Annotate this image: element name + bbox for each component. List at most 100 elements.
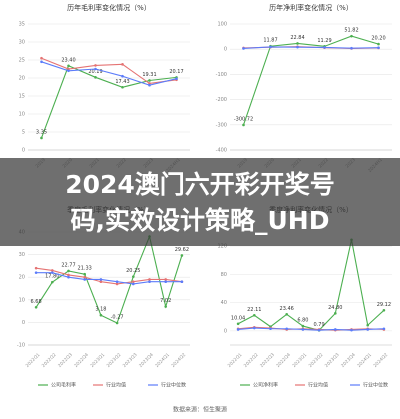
x-tick-label: 2022Q3: [57, 352, 74, 369]
point: [94, 76, 97, 79]
value-label: -0.27: [111, 315, 124, 321]
point: [253, 313, 256, 317]
point: [180, 280, 184, 284]
point: [366, 328, 370, 331]
point: [67, 273, 70, 277]
value-label: 29.62: [175, 247, 189, 253]
y-tick-label: -300: [216, 122, 227, 128]
value-label: 23.40: [61, 57, 75, 63]
value-label: 24.80: [328, 305, 342, 311]
y-tick-label: -100: [216, 72, 227, 78]
point: [67, 269, 70, 273]
point: [67, 67, 70, 71]
point: [51, 269, 54, 272]
point: [301, 324, 305, 328]
series-line: [237, 239, 385, 331]
point: [121, 63, 124, 66]
series-line: [41, 61, 177, 86]
y-tick-label: 80: [221, 272, 227, 278]
value-label: 17.80: [45, 274, 59, 280]
point: [323, 46, 326, 49]
value-label: 11.29: [317, 38, 331, 44]
value-label: 20.19: [88, 69, 102, 75]
point: [40, 136, 43, 140]
legend-label: 公司净利率: [253, 382, 278, 389]
point: [121, 85, 124, 89]
point: [242, 123, 245, 127]
x-tick-label: 2023Q1: [89, 352, 106, 369]
point: [34, 271, 38, 274]
y-tick-label: 30: [19, 252, 25, 258]
value-label: 3.35: [36, 129, 47, 135]
x-tick-label: 2024Q1: [154, 352, 171, 369]
y-tick-label: -200: [216, 97, 227, 103]
point: [148, 79, 151, 82]
chart-title: 历年净利率变化情况（%）: [269, 3, 353, 12]
value-label: 20.25: [126, 268, 140, 274]
point: [40, 56, 43, 60]
point: [99, 313, 103, 317]
y-tick-label: 40: [221, 300, 227, 306]
point: [132, 280, 135, 284]
point: [175, 77, 178, 81]
value-label: 0.79: [314, 322, 325, 328]
chart-title: 历年毛利率变化情况（%）: [67, 3, 151, 12]
point: [285, 313, 289, 316]
x-tick-label: 2023Q3: [324, 352, 341, 369]
value-label: 3.18: [95, 307, 106, 313]
x-tick-label: 2023Q4: [138, 352, 155, 369]
banner-background: [0, 158, 400, 246]
point: [148, 83, 151, 87]
x-tick-label: 2023Q2: [106, 352, 123, 369]
series-line: [243, 46, 379, 49]
y-tick-label: 35: [19, 22, 25, 28]
x-tick-label: 2023Q1: [291, 352, 308, 369]
x-tick-label: 2022Q4: [275, 352, 292, 369]
point: [94, 67, 97, 71]
x-tick-label: 2022Q3: [259, 352, 276, 369]
point: [269, 327, 272, 331]
legend-label: 行业均值: [308, 382, 328, 389]
series-line: [36, 267, 182, 285]
value-label: 22.11: [247, 307, 261, 313]
value-label: 10.04: [231, 315, 245, 321]
value-label: 23.46: [280, 306, 294, 312]
source: 数据来源：恒生聚源: [173, 406, 227, 414]
point: [121, 74, 124, 78]
point: [269, 45, 272, 49]
y-tick-label: 10: [19, 112, 25, 118]
series-line: [238, 326, 384, 331]
point: [350, 34, 353, 38]
value-label: 22.77: [61, 262, 75, 268]
point: [296, 42, 299, 45]
value-label: 6.80: [297, 318, 308, 324]
point: [296, 45, 299, 49]
legend-label: 公司毛利率: [51, 382, 76, 389]
y-tick-label: 120: [217, 244, 227, 250]
point: [236, 328, 240, 331]
y-tick-label: 25: [19, 58, 25, 64]
point: [253, 326, 256, 330]
point: [34, 306, 38, 309]
point: [34, 266, 38, 270]
series-line: [40, 65, 177, 139]
point: [301, 328, 305, 331]
point: [148, 82, 151, 85]
x-tick-label: 2024Q1: [356, 352, 373, 369]
y-tick-label: 0: [22, 148, 25, 154]
y-tick-label: 0: [224, 47, 227, 53]
point: [148, 280, 151, 284]
value-label: 22.84: [290, 35, 304, 41]
point: [377, 42, 380, 46]
point: [115, 321, 119, 325]
x-tick-label: 2022Q1: [25, 352, 42, 369]
point: [350, 328, 353, 332]
x-tick-label: 2023Q4: [340, 352, 357, 369]
value-label: 20.20: [371, 36, 385, 42]
point: [382, 327, 386, 331]
point: [180, 254, 184, 257]
legend-label: 行业中位数: [363, 382, 388, 389]
x-tick-label: 2023Q2: [308, 352, 325, 369]
point: [382, 309, 386, 312]
